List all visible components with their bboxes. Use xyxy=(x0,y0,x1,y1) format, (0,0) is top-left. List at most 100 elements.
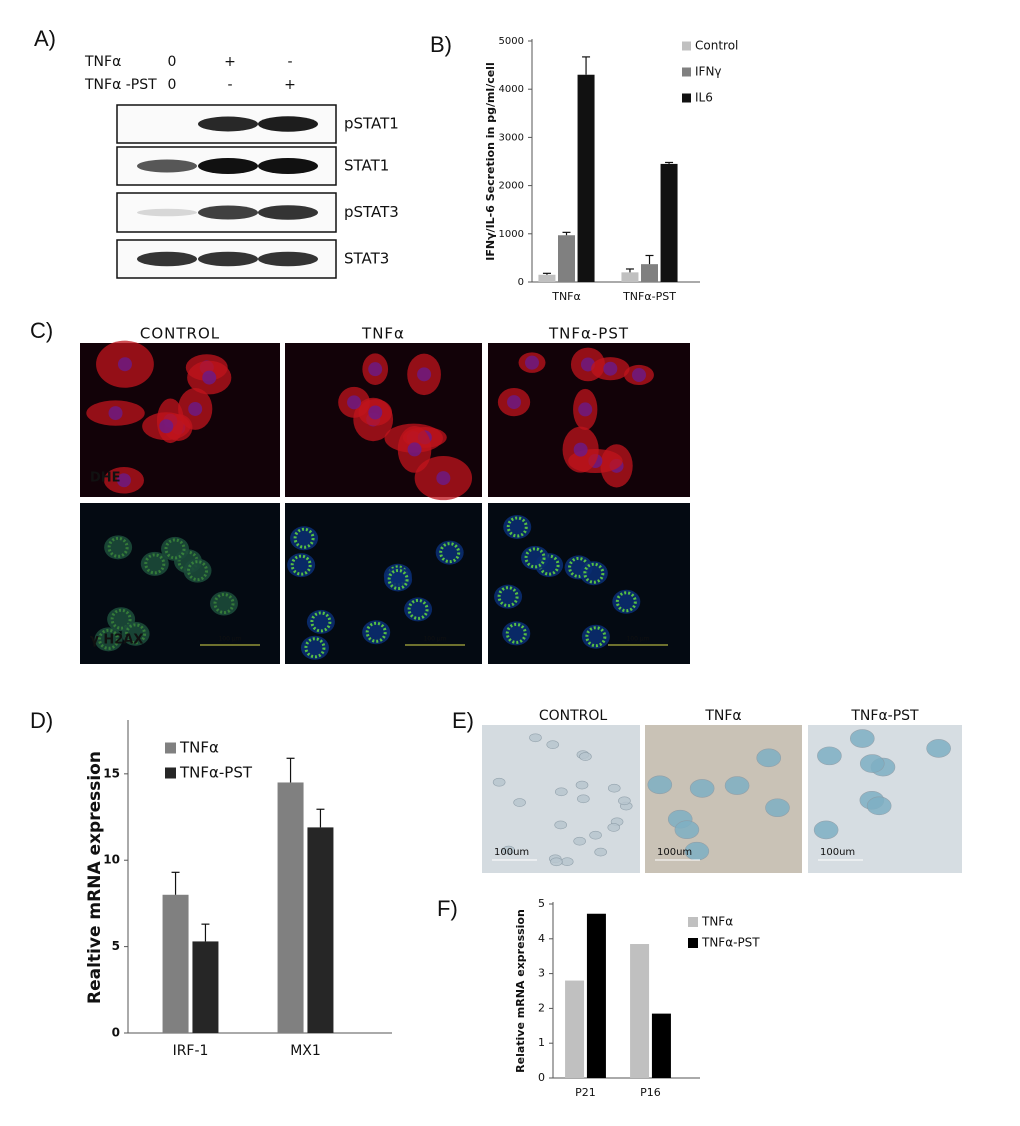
bar xyxy=(630,944,650,1078)
blot-band xyxy=(198,116,258,132)
cell xyxy=(647,775,673,795)
nucleus xyxy=(573,442,588,457)
cell xyxy=(554,820,567,830)
cell xyxy=(849,729,875,748)
legend-swatch xyxy=(682,67,691,77)
y-tick-label: 2000 xyxy=(499,181,524,192)
cell xyxy=(724,776,750,795)
treatment-label: TNFα -PST xyxy=(84,77,157,93)
foci xyxy=(524,547,546,569)
panel-label: A) xyxy=(34,26,56,51)
foci xyxy=(98,628,120,650)
cell xyxy=(555,787,568,797)
y-tick-label: 10 xyxy=(103,853,120,867)
foci xyxy=(615,591,637,613)
x-tick-label: P21 xyxy=(575,1086,596,1099)
bar xyxy=(558,235,575,282)
legend-label: TNFα-PST xyxy=(179,764,253,782)
cell xyxy=(577,794,590,804)
bar xyxy=(277,782,304,1033)
nucleus xyxy=(436,471,451,486)
blot-band xyxy=(258,205,318,220)
x-tick-label: MX1 xyxy=(290,1043,321,1059)
cell xyxy=(618,796,631,806)
nucleus xyxy=(603,361,618,376)
error-bar xyxy=(645,254,654,265)
blot-band xyxy=(198,205,258,220)
error-bar xyxy=(316,808,325,828)
blot-band xyxy=(258,116,318,132)
treatment-value: 0 xyxy=(168,54,177,70)
cell xyxy=(140,551,169,576)
y-axis-label: IFNγ/IL-6 Secretion in pg/ml/cell xyxy=(484,62,497,260)
blot-band xyxy=(258,251,318,267)
error-bar xyxy=(562,231,571,236)
bar xyxy=(577,74,595,283)
bar xyxy=(307,827,334,1033)
y-tick-label: 0 xyxy=(538,1071,545,1084)
cell xyxy=(859,754,885,773)
y-tick-label: 3000 xyxy=(499,132,524,143)
foci xyxy=(107,536,129,558)
blot-band xyxy=(258,158,318,174)
cell xyxy=(607,783,621,793)
column-header: CONTROL xyxy=(539,708,608,724)
cell xyxy=(866,796,892,816)
cell xyxy=(94,627,123,652)
foci xyxy=(304,637,326,659)
cell xyxy=(121,621,150,646)
protein-label: STAT1 xyxy=(344,157,389,175)
foci xyxy=(290,554,312,576)
foci xyxy=(505,622,527,644)
scale-bar-label: 100 µm xyxy=(218,636,241,643)
nucleus xyxy=(116,473,131,488)
column-header: TNFα-PST xyxy=(850,708,919,724)
error-bar xyxy=(171,871,180,895)
legend-swatch xyxy=(682,93,691,103)
bar xyxy=(660,163,678,282)
cell xyxy=(607,823,621,832)
legend-swatch xyxy=(165,742,176,754)
y-tick-label: 0 xyxy=(112,1026,120,1040)
nucleus xyxy=(417,367,432,382)
blot-band xyxy=(198,158,258,174)
x-tick-label: TNFα xyxy=(551,290,581,303)
legend-swatch xyxy=(165,767,176,779)
bar xyxy=(538,274,556,282)
cell xyxy=(573,836,586,846)
error-bar xyxy=(625,268,634,273)
cell xyxy=(579,752,592,761)
foci xyxy=(365,621,387,643)
protein-label: STAT3 xyxy=(344,250,389,268)
y-tick-label: 3 xyxy=(538,967,545,980)
cell xyxy=(589,830,602,840)
column-header: TNFα xyxy=(361,325,405,343)
y-tick-label: 5 xyxy=(538,897,545,910)
foci xyxy=(125,623,147,645)
legend-label: IL6 xyxy=(695,91,713,105)
x-tick-label: IRF-1 xyxy=(173,1043,209,1059)
cell xyxy=(594,847,607,857)
cell xyxy=(492,777,506,787)
nucleus xyxy=(159,419,174,434)
nucleus xyxy=(631,367,646,382)
treatment-label: TNFα xyxy=(84,54,121,70)
y-tick-label: 5000 xyxy=(499,36,524,47)
foci xyxy=(387,568,409,590)
scale-bar-label: 100 µm xyxy=(423,636,446,643)
panel-label: D) xyxy=(30,708,53,733)
treatment-value: - xyxy=(227,77,232,93)
stain-label: DHE xyxy=(90,471,121,486)
treatment-value: - xyxy=(287,54,292,70)
nucleus xyxy=(117,357,132,372)
foci xyxy=(506,516,528,538)
protein-label: pSTAT1 xyxy=(344,115,399,133)
panel-label: E) xyxy=(452,708,474,733)
error-bar xyxy=(542,272,551,275)
nucleus xyxy=(368,362,383,377)
bar xyxy=(641,264,658,282)
cell xyxy=(674,820,700,840)
nucleus xyxy=(407,442,422,457)
cell xyxy=(765,798,790,818)
scale-bar-label: 100 µm xyxy=(626,636,649,643)
